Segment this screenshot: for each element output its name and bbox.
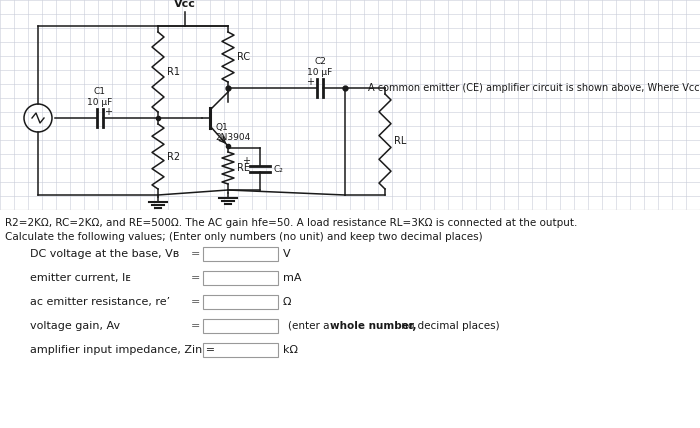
Text: =: = [190,297,199,307]
Text: R1: R1 [167,67,180,77]
Text: DC voltage at the base, Vʙ: DC voltage at the base, Vʙ [30,249,179,259]
Text: ac emitter resistance, re’: ac emitter resistance, re’ [30,297,170,307]
Text: +: + [104,107,112,117]
Text: mA: mA [283,273,302,283]
Text: whole number,: whole number, [330,321,416,331]
FancyBboxPatch shape [203,343,278,357]
Text: Vcc: Vcc [174,0,196,9]
FancyBboxPatch shape [203,295,278,309]
Text: Calculate the following values; (Enter only numbers (no unit) and keep two decim: Calculate the following values; (Enter o… [5,232,482,242]
Text: +: + [242,156,250,166]
Text: R2: R2 [167,152,180,161]
Text: C1
10 μF: C1 10 μF [88,87,113,107]
Text: no decimal places): no decimal places) [398,321,500,331]
Text: voltage gain, Av: voltage gain, Av [30,321,120,331]
FancyBboxPatch shape [203,319,278,333]
Text: R2=2KΩ, RC=2KΩ, and RE=500Ω. The AC gain hfe=50. A load resistance RL=3KΩ is con: R2=2KΩ, RC=2KΩ, and RE=500Ω. The AC gain… [5,218,577,228]
FancyBboxPatch shape [203,271,278,285]
Text: C₂: C₂ [274,164,284,173]
Text: V: V [283,249,290,259]
FancyBboxPatch shape [203,247,278,261]
Bar [0,210,700,428]
Text: (enter a: (enter a [288,321,332,331]
Text: =: = [190,321,199,331]
Text: kΩ: kΩ [283,345,298,355]
Text: A common emitter (CE) amplifier circuit is shown above, Where Vcc=12V, R1=8KΩ,: A common emitter (CE) amplifier circuit … [368,83,700,93]
Text: RE: RE [237,163,250,173]
Text: RL: RL [394,137,407,146]
Text: C2
10 μF: C2 10 μF [307,57,332,77]
Text: Ω: Ω [283,297,291,307]
Text: amplifier input impedance, Zin =: amplifier input impedance, Zin = [30,345,215,355]
Text: =: = [190,273,199,283]
Text: =: = [190,249,199,259]
Text: emitter current, Iᴇ: emitter current, Iᴇ [30,273,131,283]
Text: Q1
2N3904: Q1 2N3904 [215,123,251,143]
Text: RC: RC [237,52,250,62]
Text: +: + [306,77,314,87]
